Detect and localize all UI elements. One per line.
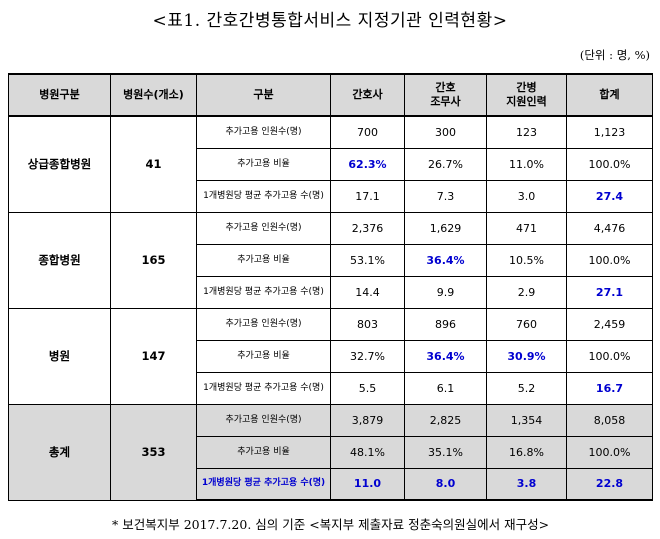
group-count: 165 [110,211,197,309]
cell-care-staff: 471 [486,211,567,245]
cell-care-staff: 760 [486,307,567,341]
cell-nurse: 17.1 [330,179,405,213]
cell-total: 4,476 [566,211,653,245]
row-label: 추가고용 인원수(명) [196,115,331,149]
table-row: 추가고용 비율 48.1% 35.1% 16.8% 100.0% [9,435,653,469]
cell-nurse-aide: 8.0 [404,467,487,501]
table-row: 1개병원당 평균 추가고용 수(명) 17.1 7.3 3.0 27.4 [9,179,653,213]
group-name: 종합병원 [8,211,111,309]
cell-total: 100.0% [566,339,653,373]
cell-total: 27.1 [566,275,653,309]
header-row: 병원구분 병원수(개소) 구분 간호사 간호 조무사 간병 지원인력 합계 [8,73,653,117]
cell-care-staff: 10.5% [486,243,567,277]
header-hospital-count: 병원수(개소) [110,73,197,117]
group-name: 병원 [8,307,111,405]
cell-nurse-aide: 1,629 [404,211,487,245]
group-count: 41 [110,115,197,213]
cell-nurse: 53.1% [330,243,405,277]
cell-nurse: 2,376 [330,211,405,245]
cell-total: 16.7 [566,371,653,405]
cell-care-staff: 2.9 [486,275,567,309]
row-label: 1개병원당 평균 추가고용 수(명) [196,179,331,213]
table-row: 추가고용 비율 32.7% 36.4% 30.9% 100.0% [9,339,653,373]
cell-total: 1,123 [566,115,653,149]
cell-nurse-aide: 36.4% [404,339,487,373]
row-label: 추가고용 비율 [196,339,331,373]
cell-nurse: 700 [330,115,405,149]
cell-total: 100.0% [566,243,653,277]
cell-care-staff: 3.8 [486,467,567,501]
cell-care-staff: 1,354 [486,403,567,437]
unit-label: (단위 : 명, %) [579,48,650,62]
staffing-table: 병원구분 병원수(개소) 구분 간호사 간호 조무사 간병 지원인력 합계 상급… [8,73,653,501]
cell-nurse: 48.1% [330,435,405,469]
cell-care-staff: 16.8% [486,435,567,469]
cell-nurse-aide: 2,825 [404,403,487,437]
cell-nurse: 5.5 [330,371,405,405]
row-label: 추가고용 비율 [196,243,331,277]
cell-nurse-aide: 35.1% [404,435,487,469]
table-row: 1개병원당 평균 추가고용 수(명) 11.0 8.0 3.8 22.8 [9,467,653,501]
table-row: 1개병원당 평균 추가고용 수(명) 5.5 6.1 5.2 16.7 [9,371,653,405]
cell-nurse: 803 [330,307,405,341]
row-label: 1개병원당 평균 추가고용 수(명) [196,275,331,309]
table-row: 병원 147 추가고용 인원수(명) 803 896 760 2,459 [8,307,653,405]
row-label: 1개병원당 평균 추가고용 수(명) [196,371,331,405]
cell-nurse: 3,879 [330,403,405,437]
header-nurse: 간호사 [330,73,405,117]
cell-nurse-aide: 6.1 [404,371,487,405]
table-row: 추가고용 비율 53.1% 36.4% 10.5% 100.0% [9,243,653,277]
source-note: * 보건복지부 2017.7.20. 심의 기준 <복지부 제출자료 정춘숙의원… [112,517,550,532]
cell-care-staff: 11.0% [486,147,567,181]
cell-total: 100.0% [566,147,653,181]
group-count: 353 [110,403,197,501]
table-row: 총계 353 추가고용 인원수(명) 3,879 2,825 1,354 8,0… [8,403,653,501]
cell-total: 100.0% [566,435,653,469]
row-label: 추가고용 인원수(명) [196,307,331,341]
row-label: 추가고용 비율 [196,147,331,181]
header-nurse-aide: 간호 조무사 [404,73,487,117]
row-label: 추가고용 인원수(명) [196,211,331,245]
header-hospital-type: 병원구분 [8,73,111,117]
cell-care-staff: 123 [486,115,567,149]
table-row: 상급종합병원 41 추가고용 인원수(명) 700 300 123 1,123 [8,115,653,213]
group-name: 상급종합병원 [8,115,111,213]
row-label: 1개병원당 평균 추가고용 수(명) [196,467,331,501]
table-row: 종합병원 165 추가고용 인원수(명) 2,376 1,629 471 4,4… [8,211,653,309]
cell-care-staff: 30.9% [486,339,567,373]
cell-total: 8,058 [566,403,653,437]
header-total: 합계 [566,73,653,117]
cell-total: 22.8 [566,467,653,501]
cell-care-staff: 3.0 [486,179,567,213]
cell-total: 27.4 [566,179,653,213]
cell-nurse-aide: 9.9 [404,275,487,309]
cell-nurse-aide: 300 [404,115,487,149]
cell-nurse: 62.3% [330,147,405,181]
row-label: 추가고용 인원수(명) [196,403,331,437]
cell-nurse: 14.4 [330,275,405,309]
table-title: <표1. 간호간병통합서비스 지정기관 인력현황> [152,11,508,31]
cell-nurse-aide: 36.4% [404,243,487,277]
cell-care-staff: 5.2 [486,371,567,405]
cell-nurse-aide: 26.7% [404,147,487,181]
cell-nurse: 11.0 [330,467,405,501]
group-count: 147 [110,307,197,405]
row-label: 추가고용 비율 [196,435,331,469]
header-category: 구분 [196,73,331,117]
header-care-staff: 간병 지원인력 [486,73,567,117]
cell-nurse-aide: 896 [404,307,487,341]
cell-total: 2,459 [566,307,653,341]
cell-nurse: 32.7% [330,339,405,373]
cell-nurse-aide: 7.3 [404,179,487,213]
table-row: 추가고용 비율 62.3% 26.7% 11.0% 100.0% [9,147,653,181]
group-name: 총계 [8,403,111,501]
table-row: 1개병원당 평균 추가고용 수(명) 14.4 9.9 2.9 27.1 [9,275,653,309]
